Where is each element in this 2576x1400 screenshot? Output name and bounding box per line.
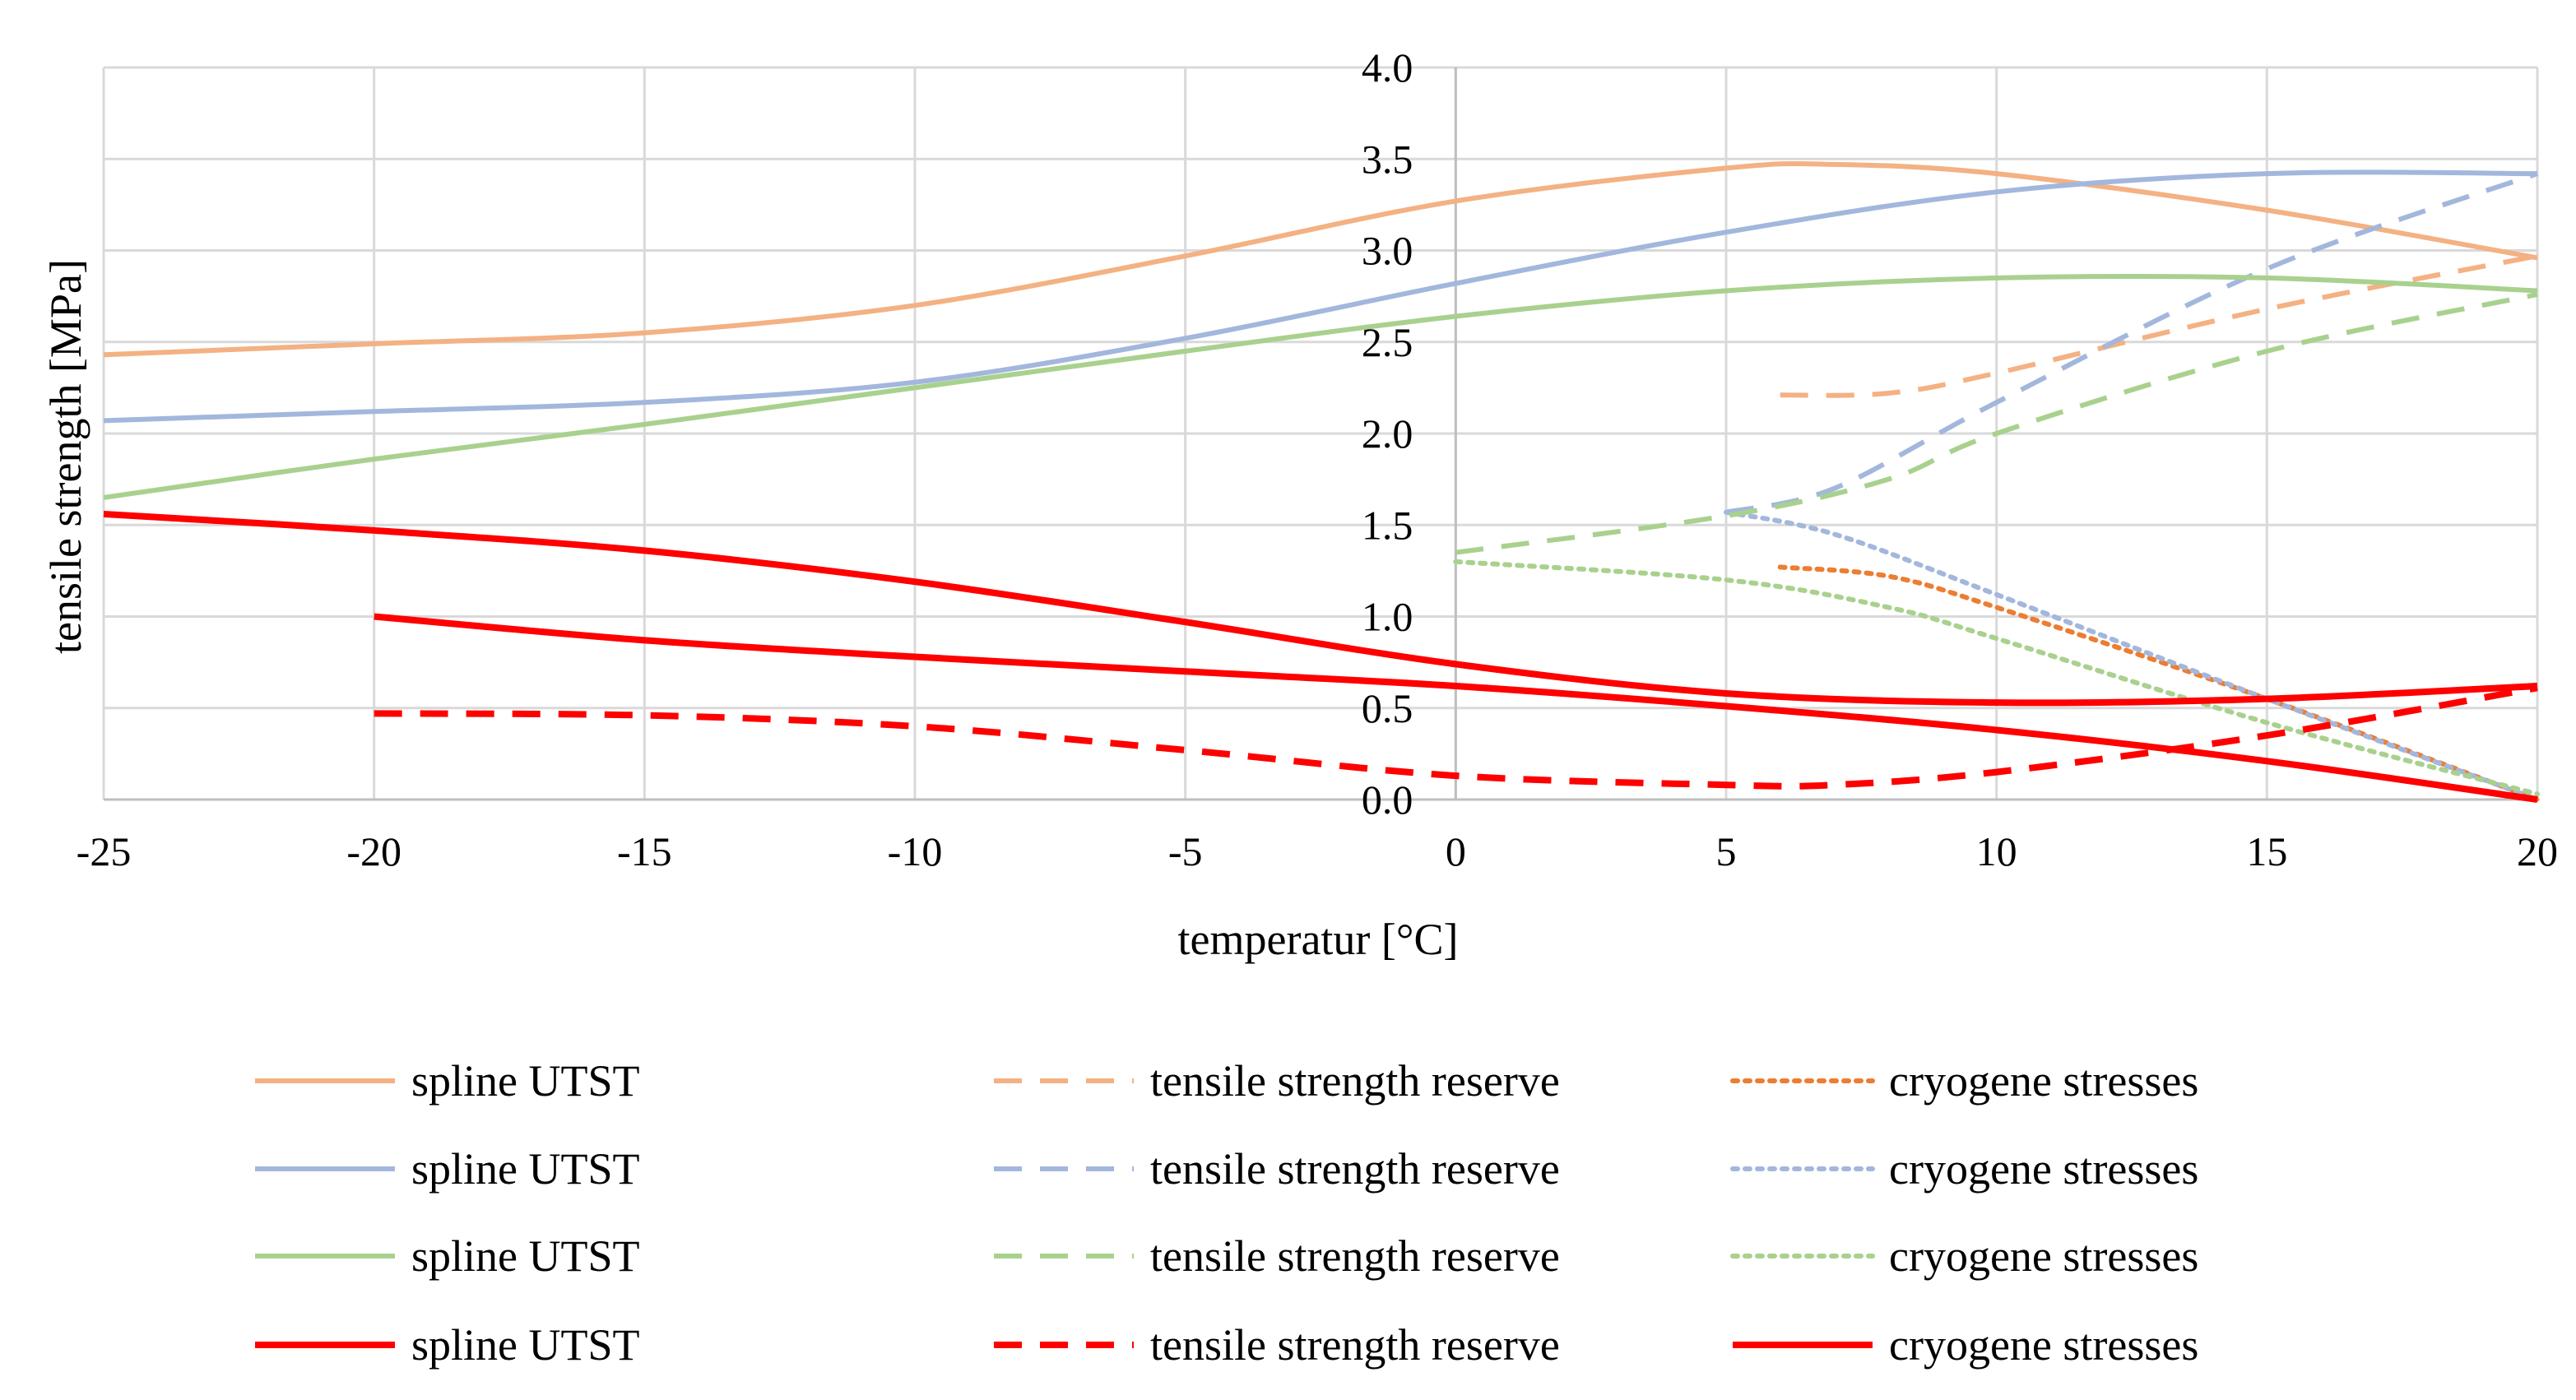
legend-label: tensile strength reserve — [1150, 1056, 1560, 1106]
series-line-spline-utst-6 — [103, 273, 2538, 500]
series-line-tensile-strength-reserve-10 — [374, 684, 2538, 790]
x-tick-label: 5 — [1716, 828, 1737, 874]
series-line-spline-utst-3 — [103, 169, 2538, 424]
series-line-tensile-strength-reserve-1 — [1780, 253, 2538, 398]
series-line-cryogene-stresses-5 — [1724, 509, 2540, 802]
legend-label: spline UTST — [411, 1231, 640, 1281]
legend-label: spline UTST — [411, 1144, 640, 1194]
y-tick-label: 0.0 — [1362, 776, 1413, 823]
series-line-tensile-strength-reserve-4 — [1725, 171, 2538, 515]
x-tick-label: -25 — [77, 828, 132, 874]
y-tick-label: 2.0 — [1362, 410, 1413, 457]
x-tick-label: -10 — [888, 828, 943, 874]
x-tick-label: -5 — [1168, 828, 1203, 874]
y-tick-label: 4.0 — [1362, 44, 1413, 90]
x-axis-label: temperatur [°C] — [1178, 915, 1459, 964]
legend-label: cryogene stresses — [1889, 1231, 2198, 1281]
x-tick-label: -15 — [617, 828, 672, 874]
x-tick-label: 0 — [1446, 828, 1466, 874]
series-line-cryogene-stresses-8 — [1453, 559, 2540, 797]
x-tick-label: 20 — [2517, 828, 2558, 874]
y-tick-label: 3.5 — [1362, 136, 1413, 182]
series-line-spline-utst-0 — [103, 160, 2538, 358]
legend-label: tensile strength reserve — [1150, 1144, 1560, 1194]
series-lines — [103, 160, 2540, 803]
y-tick-label: 1.5 — [1362, 502, 1413, 548]
series-line-cryogene-stresses-11 — [374, 613, 2538, 803]
tick-labels: -25 -20 -15 -10 -5 0 5 10 15 20 0.0 0.5 1.0 1.5 2.0 2.5… — [77, 44, 2558, 874]
legend-label: cryogene stresses — [1889, 1144, 2198, 1194]
series-line-spline-utst-9 — [103, 510, 2538, 707]
y-tick-label: 3.0 — [1362, 228, 1413, 274]
x-tick-label: 15 — [2246, 828, 2287, 874]
legend-label: cryogene stresses — [1889, 1056, 2198, 1106]
axes — [104, 67, 2537, 801]
y-tick-label: 2.5 — [1362, 319, 1413, 365]
legend-label: tensile strength reserve — [1150, 1320, 1560, 1370]
y-tick-label: 0.5 — [1362, 685, 1413, 731]
y-tick-label: 1.0 — [1362, 594, 1413, 640]
legend-label: cryogene stresses — [1889, 1320, 2198, 1370]
x-tick-label: 10 — [1976, 828, 2017, 874]
legend-label: spline UTST — [411, 1056, 640, 1106]
legend-label: tensile strength reserve — [1150, 1231, 1560, 1281]
y-axis-label: tensile strength [MPa] — [41, 259, 91, 654]
legend-label: spline UTST — [411, 1320, 640, 1370]
legend: spline UTST tensile strength reserve cryog… — [255, 1056, 2198, 1370]
x-tick-label: -20 — [346, 828, 401, 874]
